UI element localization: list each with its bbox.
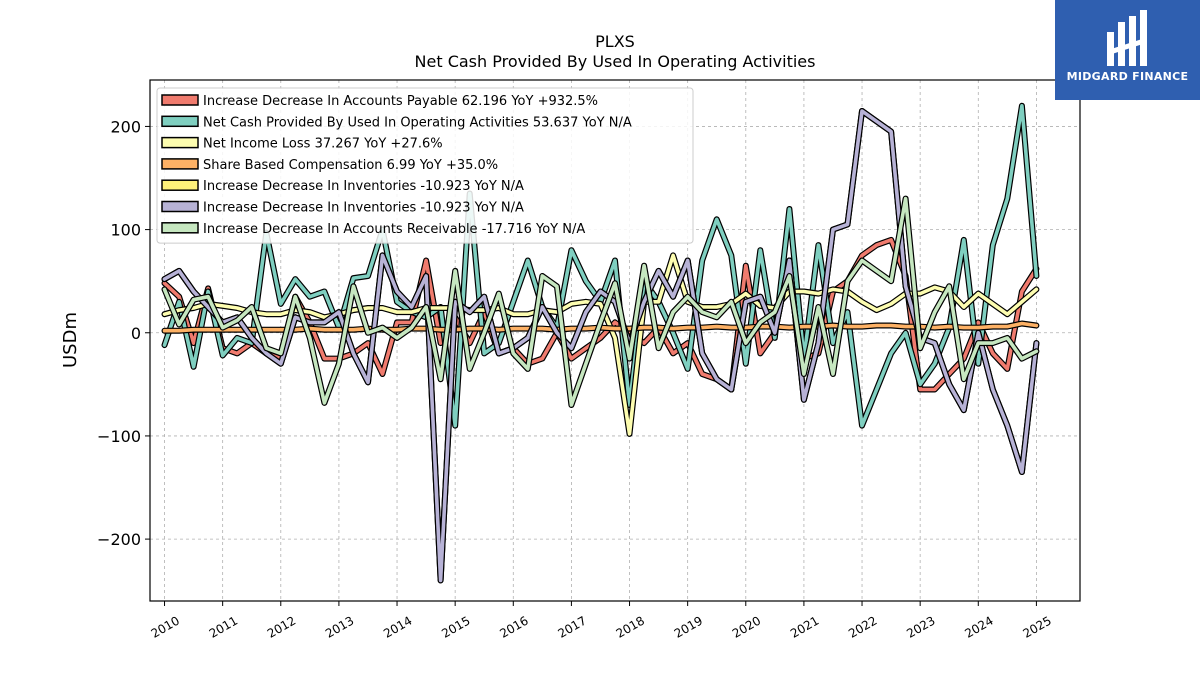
x-tick-label: 2019 bbox=[672, 613, 705, 640]
x-tick-label: 2018 bbox=[614, 613, 647, 640]
series-line-6 bbox=[162, 196, 1039, 407]
legend-label-3: Share Based Compensation 6.99 YoY +35.0% bbox=[203, 158, 498, 173]
x-tick-label: 2015 bbox=[439, 613, 472, 640]
x-tick-label: 2010 bbox=[149, 613, 182, 640]
x-tick-label: 2017 bbox=[555, 613, 588, 640]
y-tick-label: −200 bbox=[97, 530, 141, 549]
legend-swatch-2 bbox=[161, 136, 199, 149]
x-tick-label: 2014 bbox=[381, 613, 414, 640]
x-tick-label: 2020 bbox=[730, 613, 763, 640]
legend-label-0: Increase Decrease In Accounts Payable 62… bbox=[203, 94, 598, 109]
x-tick-label: 2012 bbox=[265, 613, 298, 640]
x-tick-label: 2023 bbox=[904, 613, 937, 640]
series-lines bbox=[161, 102, 1040, 584]
legend-label-2: Net Income Loss 37.267 YoY +27.6% bbox=[203, 137, 443, 152]
legend[interactable]: Increase Decrease In Accounts Payable 62… bbox=[156, 87, 694, 244]
chart-subtitle: Net Cash Provided By Used In Operating A… bbox=[414, 52, 816, 71]
y-tick-label: 100 bbox=[110, 221, 141, 240]
y-tick-label: −100 bbox=[97, 427, 141, 446]
x-tick-label: 2024 bbox=[962, 613, 995, 640]
legend-swatch-1 bbox=[161, 115, 199, 128]
y-tick-label: 0 bbox=[131, 324, 141, 343]
chart-title: PLXS bbox=[595, 32, 635, 51]
legend-swatch-4 bbox=[161, 179, 199, 191]
x-tick-label: 2011 bbox=[207, 613, 240, 640]
brand-logo-icon bbox=[1107, 10, 1147, 66]
legend-label-6: Increase Decrease In Accounts Receivable… bbox=[203, 222, 585, 237]
brand-name: MIDGARD FINANCE bbox=[1066, 70, 1189, 83]
x-tick-label: 2016 bbox=[497, 613, 530, 640]
chart-title-block: PLXS Net Cash Provided By Used In Operat… bbox=[150, 32, 1080, 72]
series-line-5 bbox=[162, 109, 1039, 583]
x-tick-label: 2013 bbox=[323, 613, 356, 640]
legend-swatch-6 bbox=[161, 222, 199, 234]
x-tick-label: 2021 bbox=[788, 613, 821, 640]
brand-logo: MIDGARD FINANCE bbox=[1055, 0, 1200, 100]
y-axis-label: USDm bbox=[60, 312, 81, 368]
legend-label-1: Net Cash Provided By Used In Operating A… bbox=[203, 115, 632, 130]
legend-label-5: Increase Decrease In Inventories -10.923… bbox=[203, 201, 524, 216]
legend-label-4: Increase Decrease In Inventories -10.923… bbox=[203, 179, 524, 194]
y-tick-label: 200 bbox=[110, 117, 141, 136]
plot-frame bbox=[149, 79, 1081, 602]
series-line-2 bbox=[162, 253, 1039, 436]
legend-swatch-5 bbox=[161, 200, 199, 213]
legend-swatch-0 bbox=[161, 94, 199, 106]
x-tick-label: 2022 bbox=[846, 613, 879, 640]
legend-swatch-3 bbox=[161, 158, 199, 170]
x-tick-label: 2025 bbox=[1020, 613, 1053, 640]
legend-box bbox=[156, 87, 694, 244]
